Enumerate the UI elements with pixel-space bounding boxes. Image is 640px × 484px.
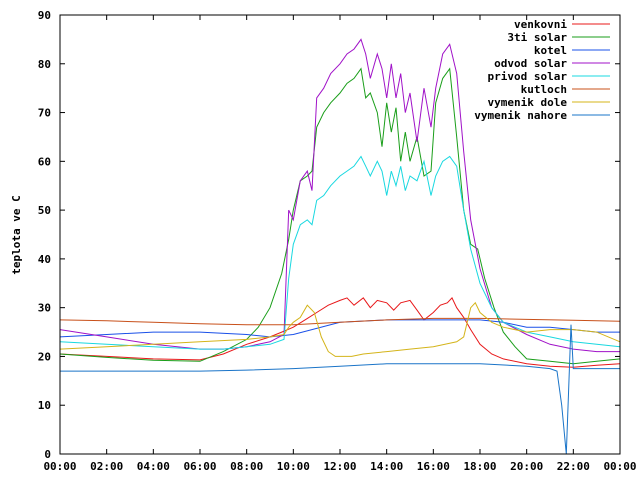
series-line-kutloch [59,317,621,326]
y-tick-label: 70 [38,107,51,120]
x-tick-label: 06:00 [183,460,216,473]
series-line-venkovni [59,297,621,368]
x-tick-label: 08:00 [230,460,263,473]
series-line-vymenik-dole [59,301,621,357]
y-tick-label: 40 [38,253,51,266]
series-line-privod-solar [59,155,621,350]
x-tick-label: 20:00 [510,460,543,473]
series-group [59,38,621,455]
y-axis-label: teplota ve C [10,195,23,274]
x-tick-label: 02:00 [90,460,123,473]
y-tick-label: 80 [38,58,51,71]
legend-label: 3ti solar [507,31,567,44]
legend-label: kutloch [521,83,567,96]
y-tick-label: 20 [38,350,51,363]
legend-label: odvod solar [494,57,567,70]
x-tick-label: 04:00 [137,460,170,473]
x-tick-label: 12:00 [323,460,356,473]
legend-label: venkovni [514,18,567,31]
y-tick-label: 0 [44,448,51,461]
x-tick-label: 14:00 [370,460,403,473]
series-line-3ti-solar [59,67,621,365]
series-line-odvod-solar [59,38,620,353]
y-tick-label: 10 [38,399,51,412]
y-tick-label: 60 [38,155,51,168]
x-tick-label: 16:00 [417,460,450,473]
x-tick-label: 00:00 [43,460,76,473]
x-tick-label: 10:00 [277,460,310,473]
tick-group: 0 10 20 30 40 50 60 70 80 90 00:00 02:00 04:00 06:00 0… [38,9,637,473]
y-tick-label: 30 [38,302,51,315]
y-tick-label: 90 [38,9,51,22]
x-tick-label: 18:00 [463,460,496,473]
legend-label: kotel [534,44,567,57]
legend-label: vymenik dole [488,96,568,109]
x-tick-label: 00:00 [603,460,636,473]
series-line-vymenik-nahore [60,324,620,455]
x-tick-label: 22:00 [557,460,590,473]
y-tick-label: 50 [38,204,51,217]
legend-label: vymenik nahore [474,109,567,122]
legend-label: privod solar [488,70,568,83]
